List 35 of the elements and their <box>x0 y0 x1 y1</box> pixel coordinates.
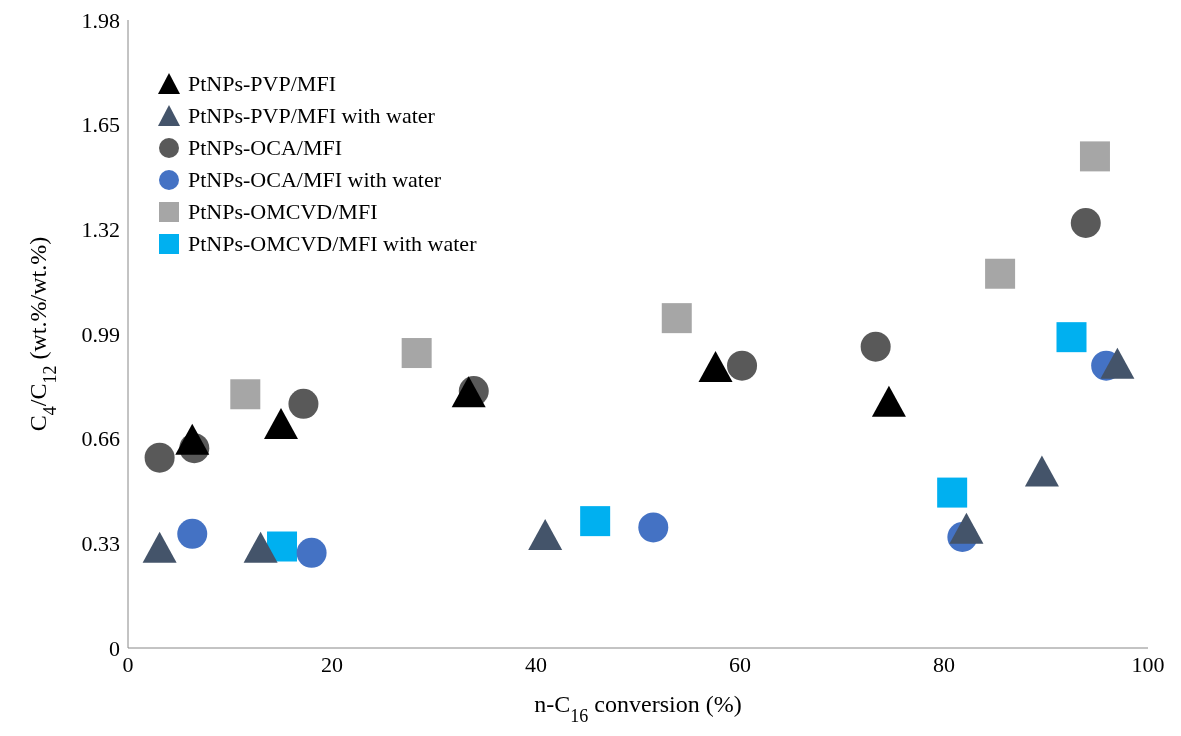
point <box>288 388 319 419</box>
x-tick-label: 100 <box>1131 651 1165 677</box>
legend-label: PtNPs-PVP/MFI <box>188 70 336 98</box>
point <box>937 477 968 508</box>
point <box>230 379 261 410</box>
point <box>1056 322 1087 353</box>
point <box>177 518 208 549</box>
y-tick-label: 0 <box>109 635 120 661</box>
point <box>727 350 758 381</box>
x-tick-label: 20 <box>321 651 343 677</box>
y-tick-label: 1.98 <box>81 7 120 33</box>
x-axis-title: n-C$_{16}$ conversion (%) <box>534 691 742 726</box>
legend-label: PtNPs-PVP/MFI with water <box>188 102 435 130</box>
point <box>580 506 611 537</box>
point <box>144 442 175 473</box>
point <box>985 258 1016 289</box>
y-tick-label: 1.65 <box>81 112 120 138</box>
point <box>860 331 891 362</box>
point <box>1079 141 1110 172</box>
x-tick-label: 80 <box>933 651 955 677</box>
y-tick-label: 0.66 <box>81 426 120 452</box>
legend-label: PtNPs-OMCVD/MFI <box>188 198 378 226</box>
legend-label: PtNPs-OCA/MFI <box>188 134 343 162</box>
x-tick-label: 60 <box>729 651 751 677</box>
point <box>296 537 327 568</box>
x-tick-label: 40 <box>525 651 547 677</box>
legend-label: PtNPs-OCA/MFI with water <box>188 166 442 194</box>
y-tick-label: 0.33 <box>81 531 120 557</box>
point <box>1070 207 1101 238</box>
y-tick-label: 1.32 <box>81 217 120 243</box>
y-tick-label: 0.99 <box>81 321 120 347</box>
legend-label: PtNPs-OMCVD/MFI with water <box>188 230 477 258</box>
point <box>401 338 432 369</box>
point <box>638 512 669 543</box>
point <box>661 303 692 334</box>
